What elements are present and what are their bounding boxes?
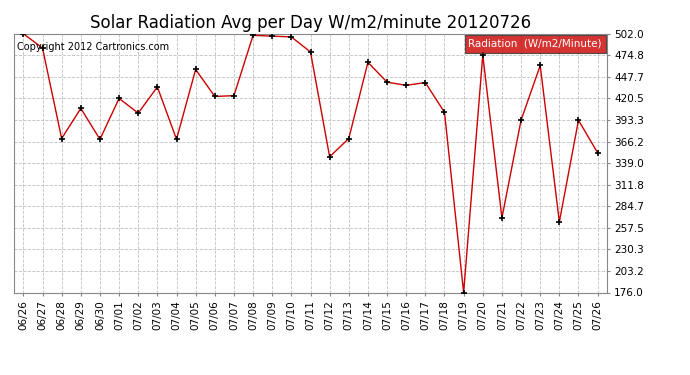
Legend: Radiation  (W/m2/Minute): Radiation (W/m2/Minute): [465, 35, 606, 52]
Title: Solar Radiation Avg per Day W/m2/minute 20120726: Solar Radiation Avg per Day W/m2/minute …: [90, 14, 531, 32]
Text: Copyright 2012 Cartronics.com: Copyright 2012 Cartronics.com: [17, 42, 169, 51]
